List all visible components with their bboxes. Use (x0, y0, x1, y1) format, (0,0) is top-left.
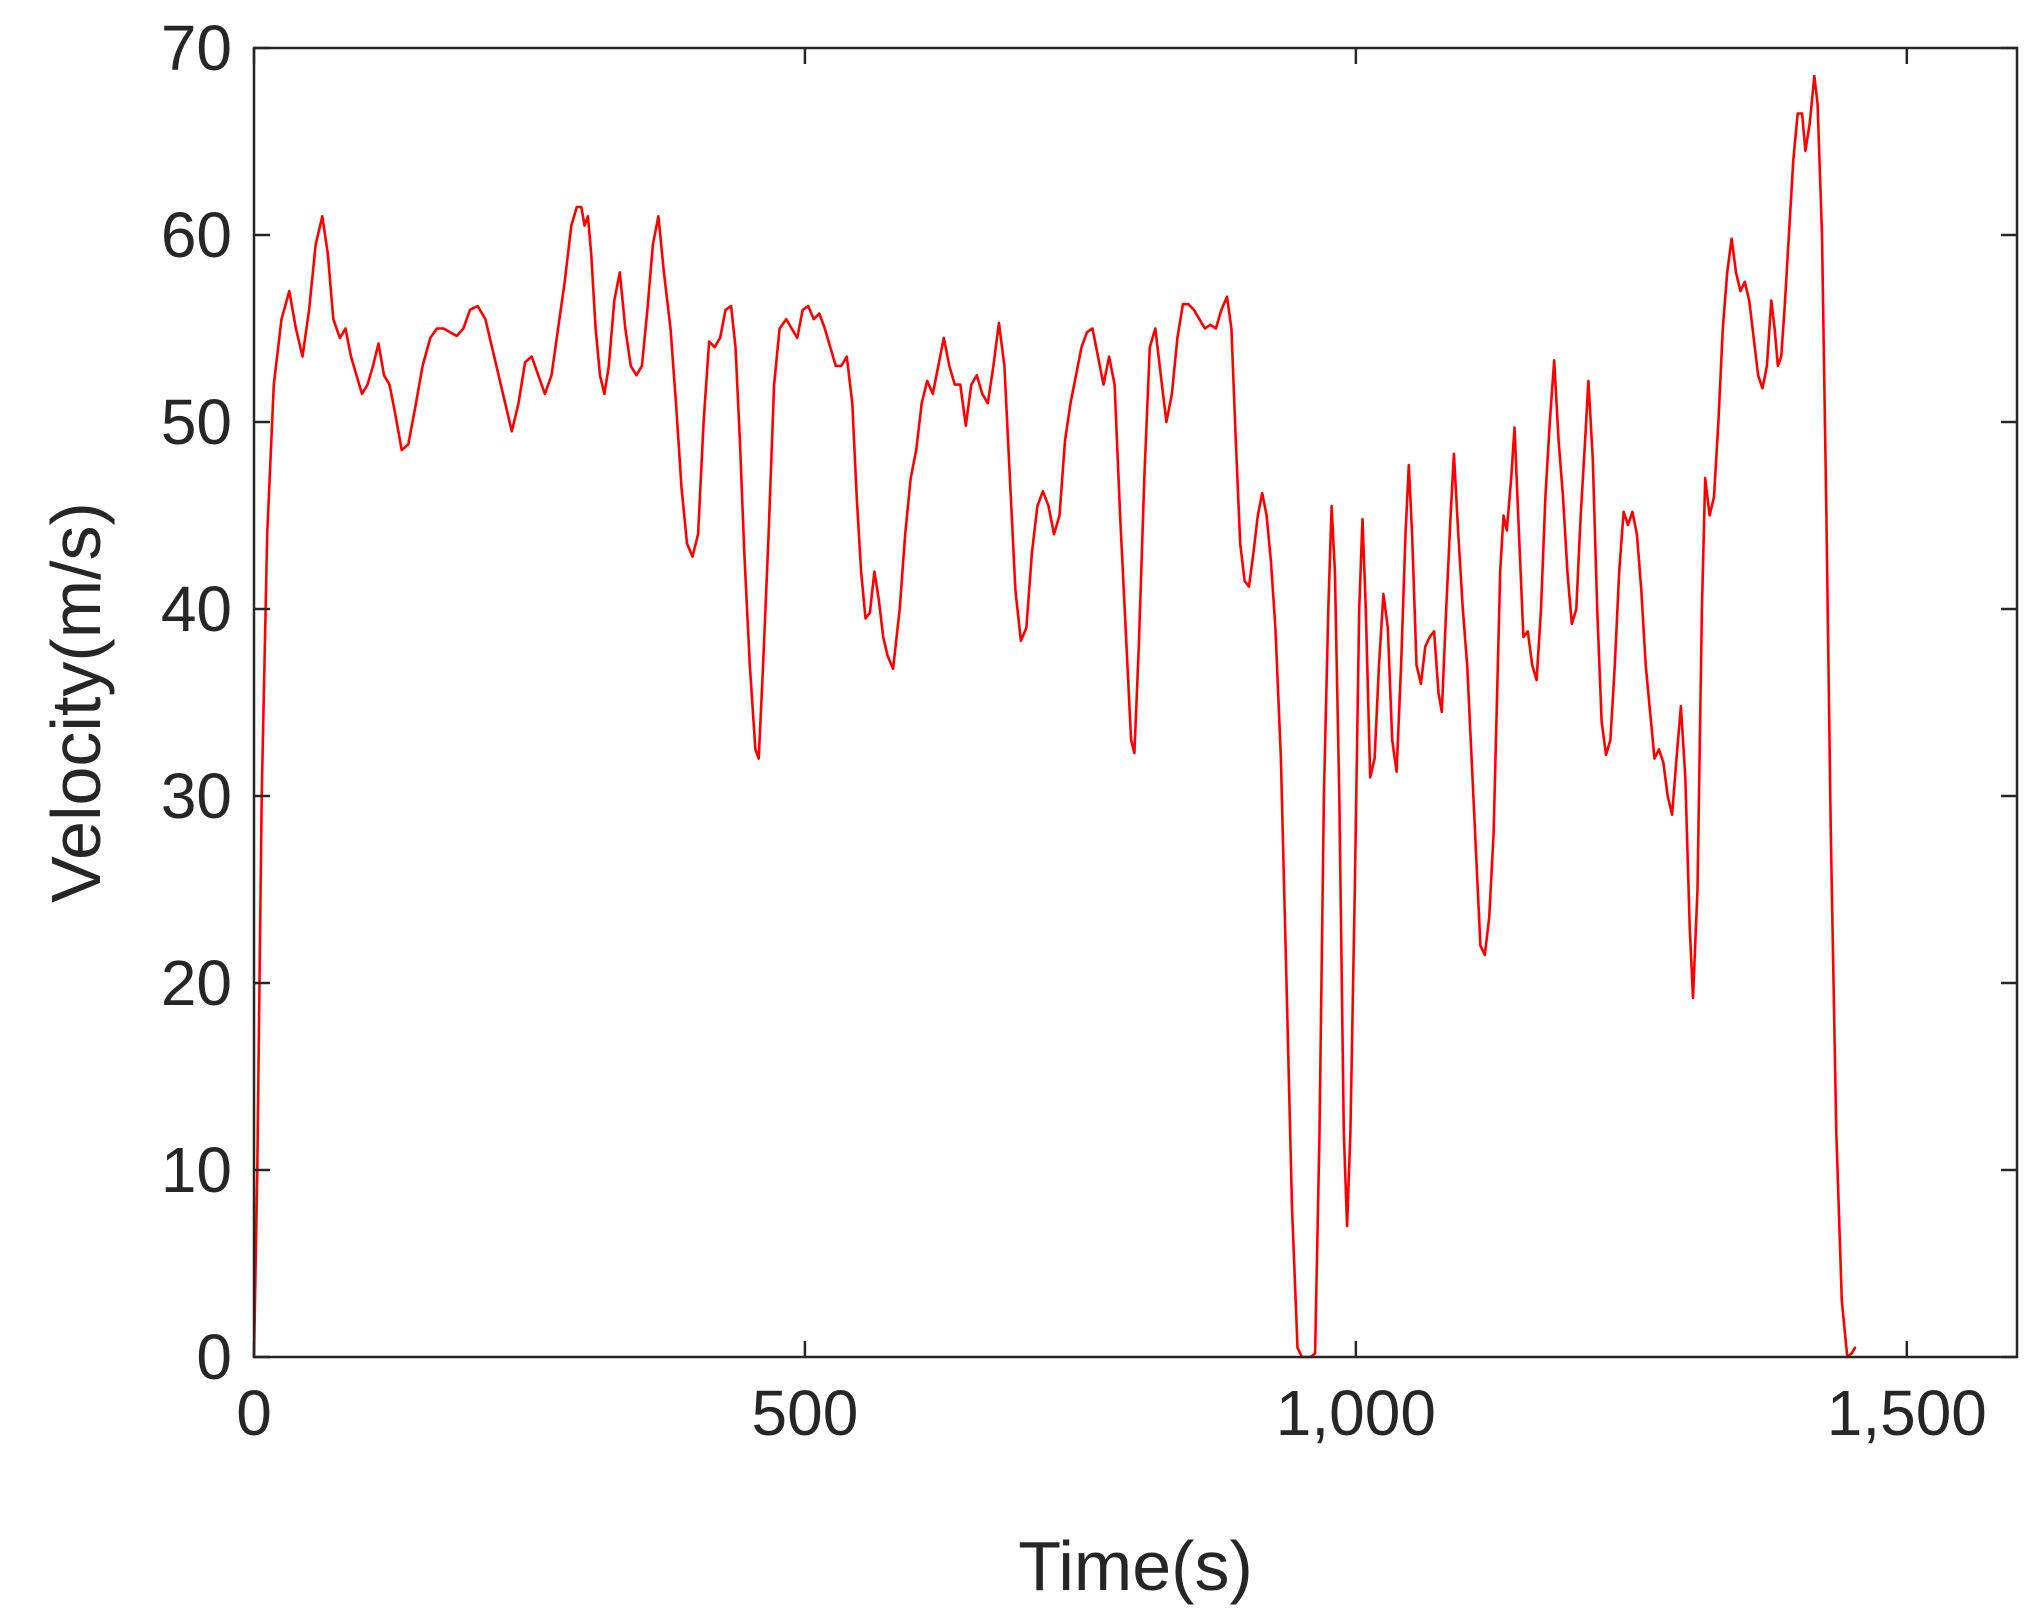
y-axis-title: Velocity(m/s) (37, 502, 115, 903)
y-tick-label: 50 (161, 386, 232, 458)
x-axis-ticks: 0 500 1,000 1,500 (236, 48, 1987, 1449)
axes-layer (252, 46, 2019, 1359)
y-axis-ticks: 0 10 20 30 40 50 60 70 (161, 12, 2017, 1393)
y-tick-label: 20 (161, 947, 232, 1019)
axes-box (252, 46, 2019, 1359)
y-tick-label: 70 (161, 12, 232, 84)
x-axis-title: Time(s) (1018, 1527, 1253, 1605)
series-layer (252, 74, 1857, 1359)
y-tick-label: 30 (161, 760, 232, 832)
y-tick-label: 10 (161, 1134, 232, 1206)
x-tick-label: 1,000 (1276, 1377, 1436, 1449)
y-tick-label: 40 (161, 573, 232, 645)
x-tick-label: 500 (752, 1377, 859, 1449)
y-tick-label: 60 (161, 199, 232, 271)
y-tick-label: 0 (196, 1321, 232, 1393)
x-tick-label: 0 (236, 1377, 272, 1449)
series-line-0 (252, 74, 1857, 1359)
x-tick-label: 1,500 (1827, 1377, 1987, 1449)
